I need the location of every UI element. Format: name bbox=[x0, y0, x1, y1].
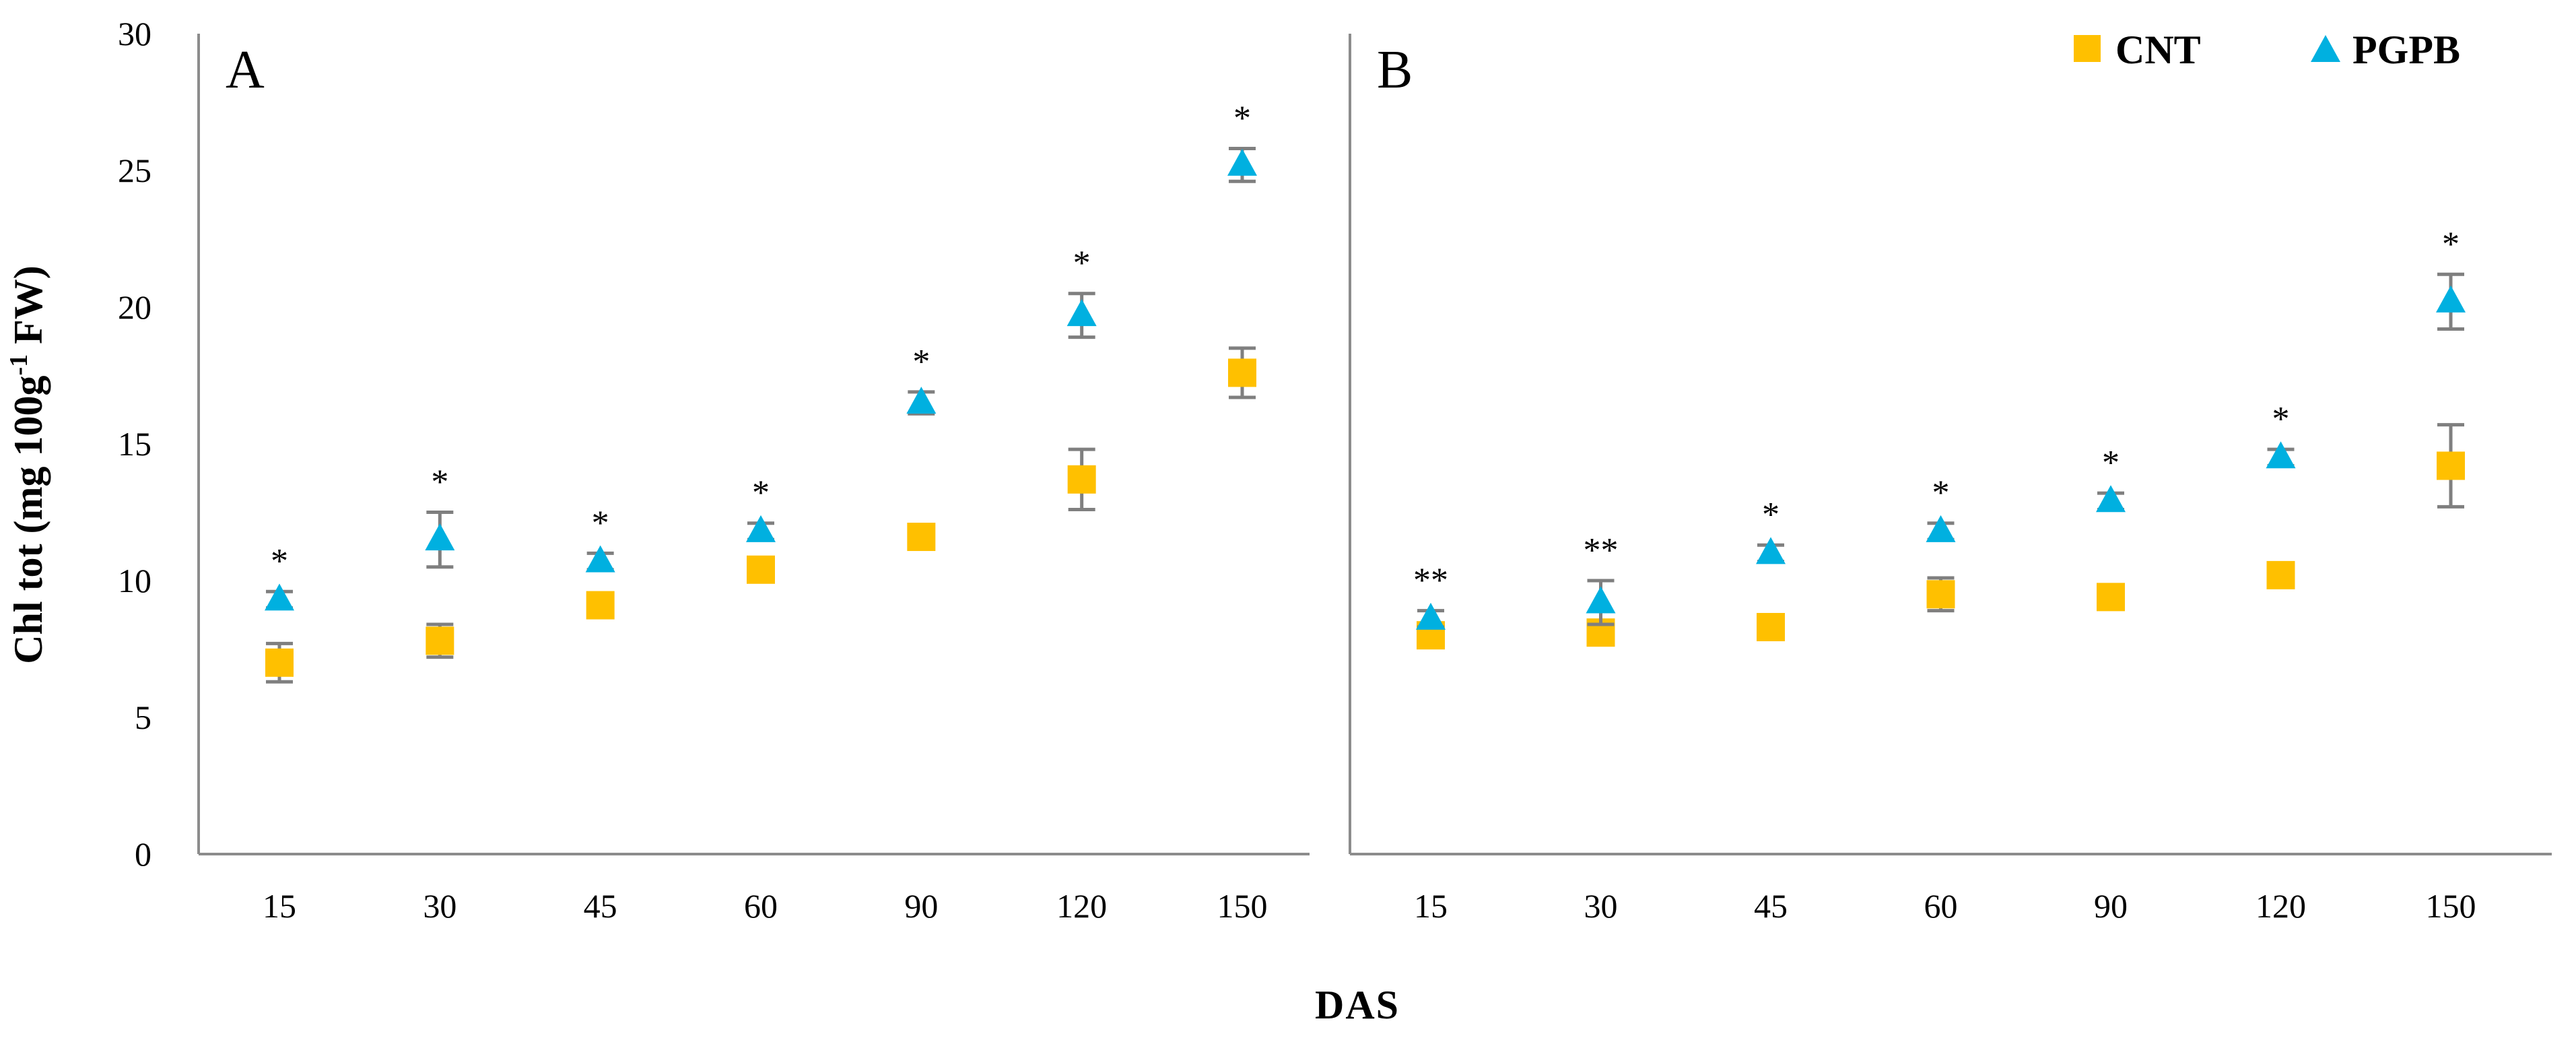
data-point-cnt bbox=[1757, 613, 1785, 642]
data-point-cnt bbox=[2266, 560, 2295, 589]
data-point-pgpb bbox=[1416, 602, 1446, 630]
x-tick-label: 120 bbox=[2256, 887, 2306, 925]
data-point-pgpb bbox=[2096, 485, 2126, 513]
data-point-cnt bbox=[1926, 580, 1955, 609]
significance-mark: * bbox=[1932, 474, 1950, 513]
x-tick-label: 90 bbox=[904, 887, 938, 925]
panel-a: 0 5 10 15 20 25 30 A 15 30 45 60 90 120 150 * * * * * * * bbox=[118, 15, 1310, 925]
legend-marker-pgpb bbox=[2311, 35, 2340, 62]
y-tick-label: 30 bbox=[118, 15, 151, 53]
significance-mark: * bbox=[2442, 225, 2460, 263]
panel-b: B15 30 45 60 90 120 150********* bbox=[1349, 34, 2552, 925]
significance-mark: * bbox=[592, 504, 609, 542]
significance-mark: * bbox=[1073, 245, 1091, 283]
significance-mark: * bbox=[752, 474, 770, 513]
data-point-pgpb bbox=[585, 545, 615, 573]
significance-mark: * bbox=[1762, 496, 1780, 534]
x-tick-label: 60 bbox=[1924, 887, 1958, 925]
x-tick-label: 15 bbox=[1414, 887, 1448, 925]
data-point-pgpb bbox=[2436, 285, 2466, 313]
data-point-cnt bbox=[265, 648, 294, 677]
significance-mark: ** bbox=[1413, 562, 1448, 600]
data-point-cnt bbox=[586, 591, 615, 620]
y-axis-label: Chl tot (mg 100g-1 FW) bbox=[5, 265, 50, 664]
data-point-pgpb bbox=[746, 515, 776, 542]
y-tick-label: 0 bbox=[135, 835, 151, 873]
significance-mark: * bbox=[1233, 100, 1251, 138]
significance-mark: ** bbox=[1584, 531, 1619, 570]
y-tick-label: 10 bbox=[118, 562, 151, 599]
y-tick-label: 15 bbox=[118, 425, 151, 463]
significance-mark: * bbox=[271, 542, 288, 581]
significance-mark: * bbox=[912, 343, 930, 381]
legend-label-pgpb: PGPB bbox=[2352, 28, 2460, 72]
legend-label-cnt: CNT bbox=[2115, 28, 2201, 72]
y-tick-label: 20 bbox=[118, 288, 151, 326]
data-point-cnt bbox=[1067, 465, 1096, 494]
y-tick-label: 25 bbox=[118, 152, 151, 189]
data-point-cnt bbox=[907, 523, 936, 552]
data-point-pgpb bbox=[906, 387, 937, 414]
data-point-pgpb bbox=[2266, 441, 2296, 469]
y-tick-label: 5 bbox=[135, 698, 151, 736]
significance-mark: * bbox=[2102, 444, 2120, 482]
data-point-cnt bbox=[2437, 451, 2465, 480]
legend-marker-cnt bbox=[2074, 35, 2101, 62]
x-tick-label: 45 bbox=[1754, 887, 1788, 925]
significance-mark: * bbox=[2272, 400, 2290, 438]
data-point-cnt bbox=[2097, 583, 2125, 612]
x-tick-label: 150 bbox=[2426, 887, 2476, 925]
data-point-cnt bbox=[747, 555, 775, 584]
panel-label-b: B bbox=[1377, 40, 1413, 100]
x-tick-label: 120 bbox=[1056, 887, 1107, 925]
data-point-pgpb bbox=[1227, 148, 1257, 176]
data-point-cnt bbox=[1228, 358, 1256, 387]
significance-mark: * bbox=[431, 463, 448, 502]
panel-label-a: A bbox=[226, 40, 265, 100]
x-tick-label: 30 bbox=[423, 887, 456, 925]
x-tick-label: 60 bbox=[744, 887, 778, 925]
x-tick-label: 15 bbox=[263, 887, 296, 925]
x-tick-label: 150 bbox=[1217, 887, 1268, 925]
data-point-pgpb bbox=[425, 523, 455, 551]
legend: CNT PGPB bbox=[2074, 28, 2460, 72]
data-point-pgpb bbox=[1586, 586, 1616, 614]
data-point-pgpb bbox=[1756, 537, 1786, 564]
x-axis-label: DAS bbox=[1315, 983, 1400, 1027]
data-point-pgpb bbox=[1926, 515, 1956, 542]
x-tick-label: 45 bbox=[584, 887, 617, 925]
x-tick-label: 90 bbox=[2094, 887, 2128, 925]
data-point-pgpb bbox=[1066, 299, 1097, 327]
data-point-pgpb bbox=[265, 583, 294, 611]
x-tick-label: 30 bbox=[1584, 887, 1618, 925]
data-point-cnt bbox=[426, 626, 454, 655]
